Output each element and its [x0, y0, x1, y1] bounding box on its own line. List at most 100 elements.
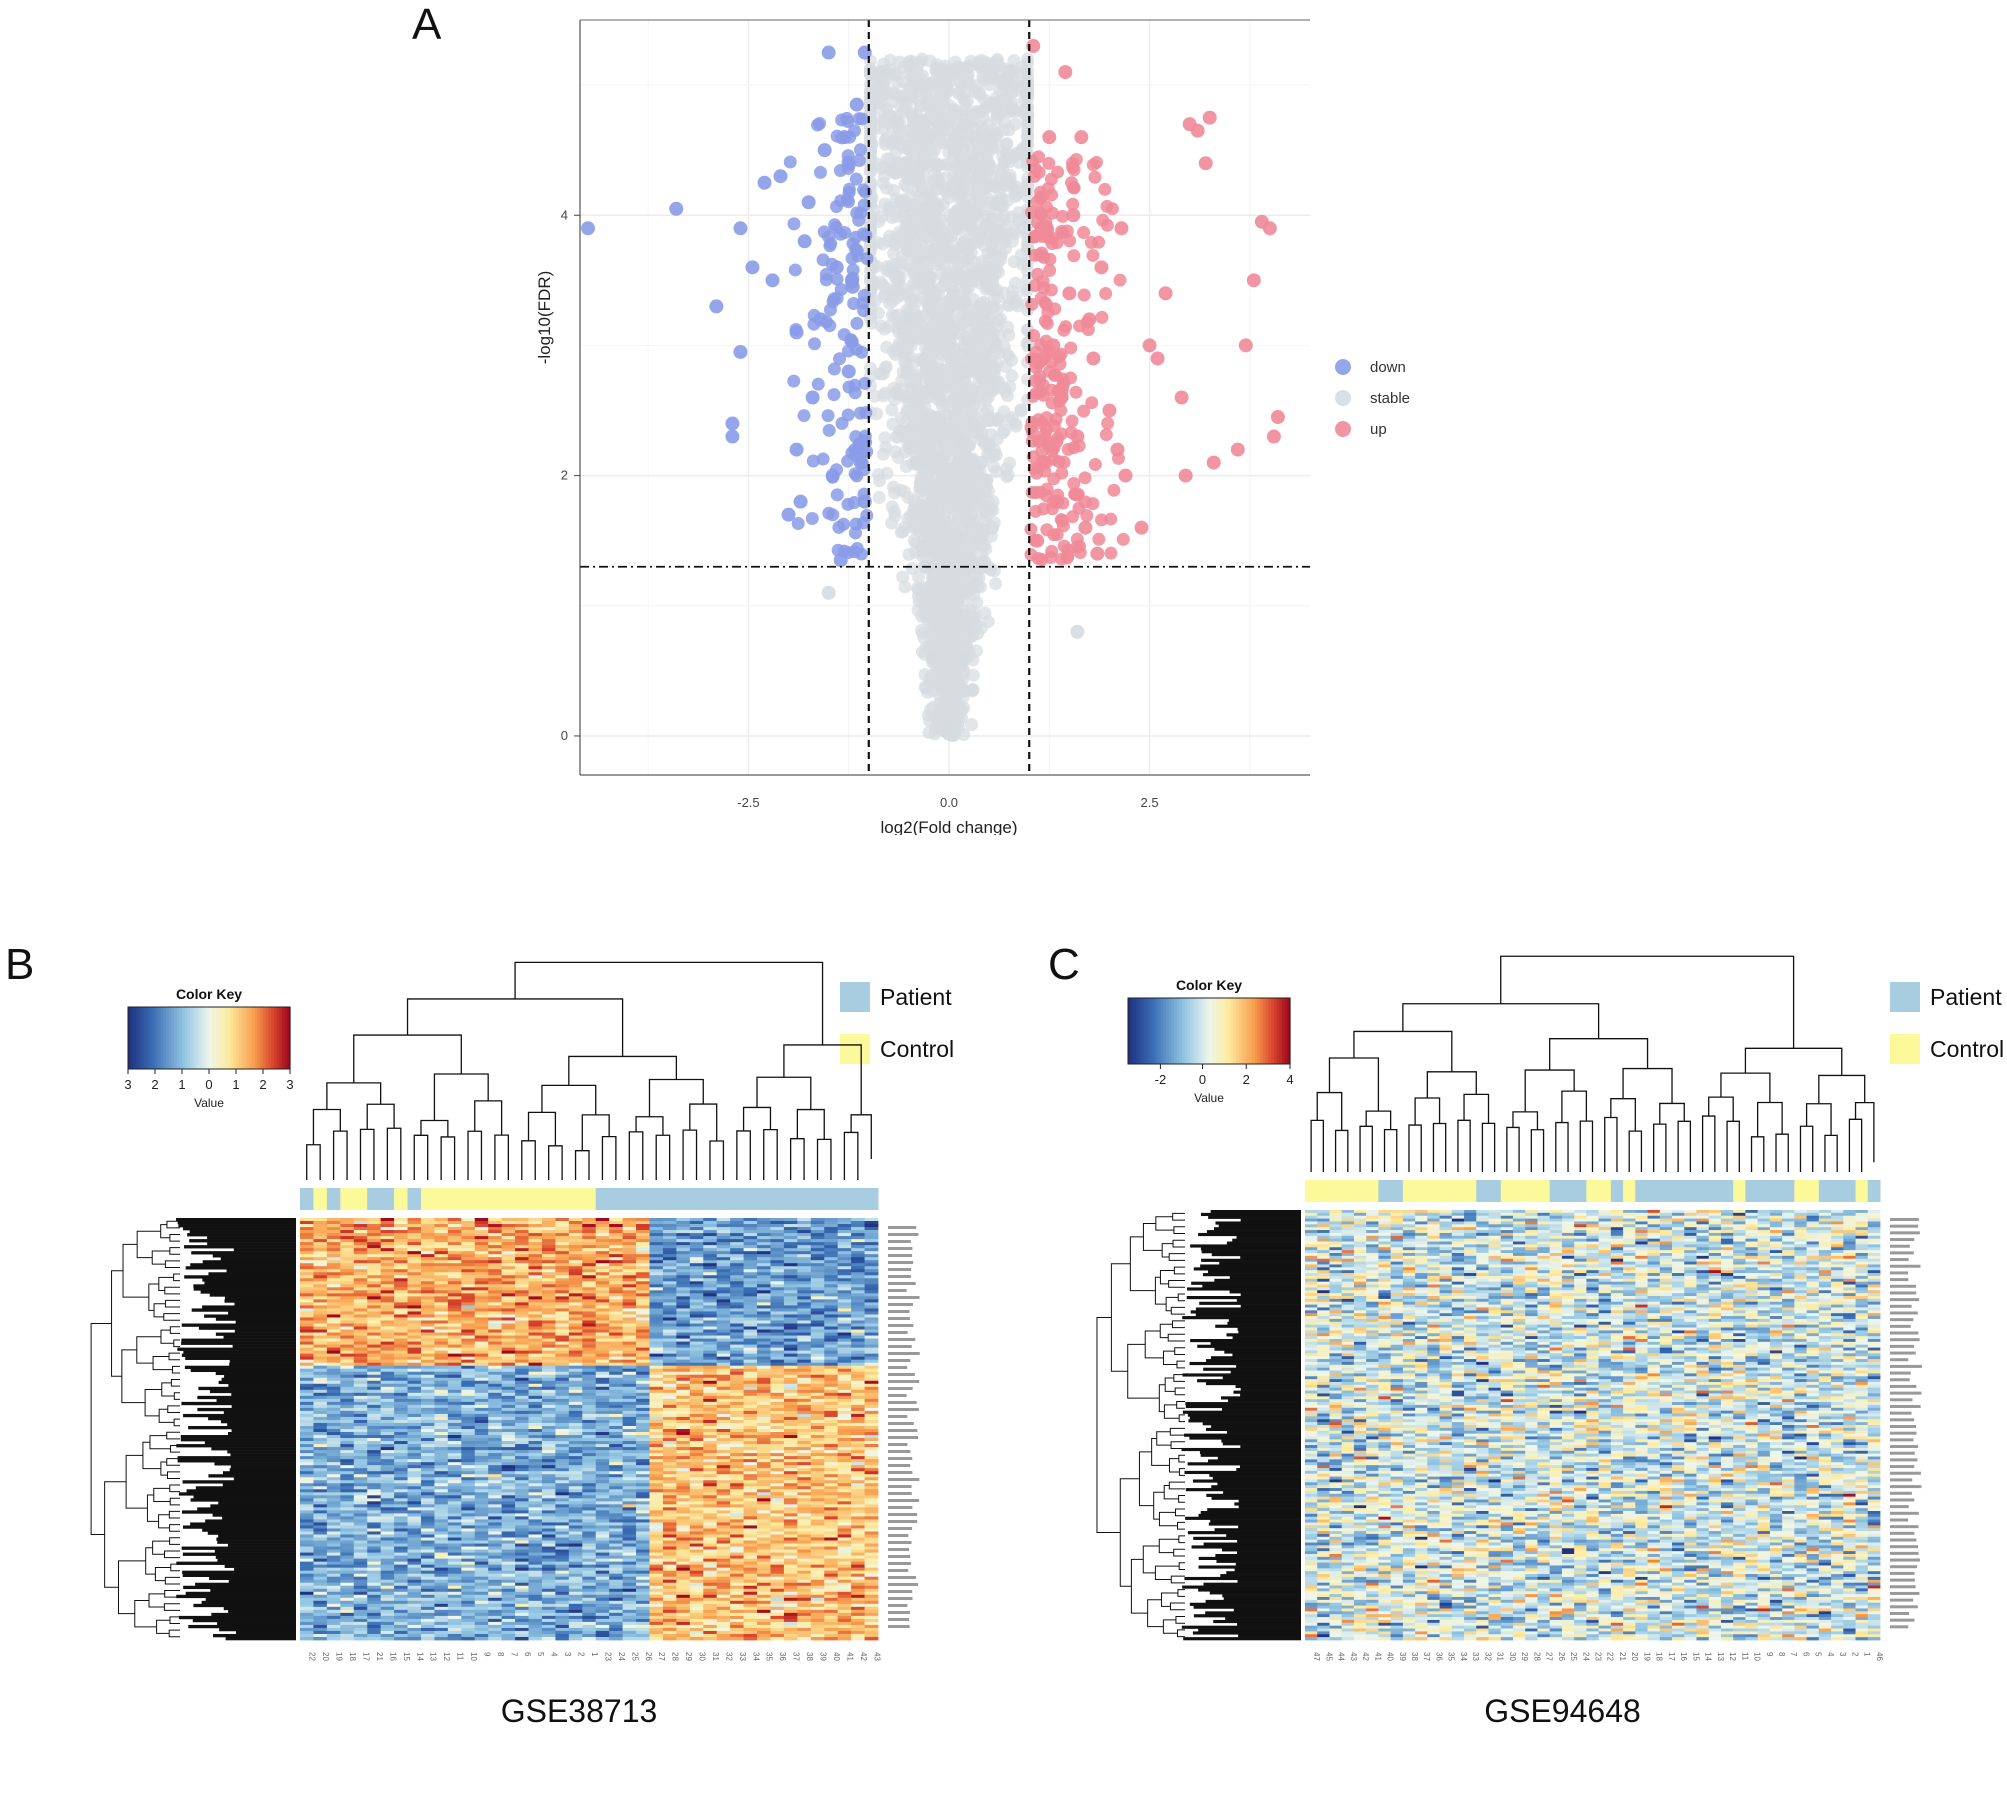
heatmap-cell [300, 1287, 314, 1290]
row-leaf [182, 1354, 296, 1357]
up-point [1046, 338, 1060, 352]
heatmap-cell [408, 1245, 422, 1248]
heatmap-cell [502, 1302, 516, 1305]
heatmap-cell [865, 1260, 879, 1263]
heatmap-cell [838, 1227, 852, 1230]
heatmap-cell [381, 1239, 395, 1242]
heatmap-cell [354, 1311, 368, 1314]
heatmap-cell [717, 1251, 731, 1254]
heatmap-cell [596, 1284, 610, 1287]
heatmap-cell [703, 1263, 717, 1266]
heatmap-cell [421, 1251, 435, 1254]
row-dendrogram-branch [154, 1488, 170, 1501]
row-leaf [211, 1613, 296, 1616]
heatmap-cell [515, 1293, 529, 1296]
heatmap-cell [515, 1239, 529, 1242]
heatmap-cell [609, 1314, 623, 1317]
heatmap-cell [394, 1230, 408, 1233]
stable-point [952, 409, 965, 422]
heatmap-cell [542, 1263, 556, 1266]
heatmap-cell [690, 1266, 704, 1269]
heatmap-cell [797, 1230, 811, 1233]
heatmap-cell [408, 1324, 422, 1327]
heatmap-cell [838, 1251, 852, 1254]
heatmap-cell [529, 1257, 543, 1260]
heatmap-cell [529, 1242, 543, 1245]
row-leaf [227, 1450, 296, 1453]
heatmap-cell [340, 1272, 354, 1275]
heatmap-cell [367, 1260, 381, 1263]
heatmap-cell [529, 1233, 543, 1236]
heatmap-cell [367, 1324, 381, 1327]
heatmap-cell [649, 1281, 663, 1284]
legend-label-down: down [1370, 359, 1406, 376]
heatmap-cell [703, 1227, 717, 1230]
heatmap-cell [408, 1269, 422, 1272]
heatmap-cell [340, 1311, 354, 1314]
heatmap-cell [340, 1251, 354, 1254]
heatmap-cell [542, 1227, 556, 1230]
heatmap-cell [529, 1317, 543, 1320]
heatmap-cell [609, 1254, 623, 1257]
heatmap-cell [582, 1251, 596, 1254]
heatmap-cell [851, 1278, 865, 1281]
heatmap-cell [340, 1248, 354, 1251]
heatmap-cell [636, 1314, 650, 1317]
heatmap-cell [434, 1281, 448, 1284]
heatmap-cell [461, 1320, 475, 1323]
stable-point [920, 230, 933, 243]
stable-point [883, 204, 896, 217]
heatmap-cell [502, 1257, 516, 1260]
heatmap-cell [824, 1287, 838, 1290]
heatmap-cell [448, 1317, 462, 1320]
heatmap-cell [717, 1230, 731, 1233]
heatmap-cell [757, 1290, 771, 1293]
heatmap-cell [784, 1227, 798, 1230]
up-point [1029, 279, 1042, 292]
down-point [846, 280, 860, 294]
stable-point [937, 610, 950, 623]
stable-point [1002, 469, 1015, 482]
row-dendrogram-branch [174, 1274, 180, 1281]
heatmap-cell [448, 1324, 462, 1327]
heatmap-cell [824, 1281, 838, 1284]
heatmap-cell [703, 1254, 717, 1257]
heatmap-cell [394, 1260, 408, 1263]
stable-point [864, 65, 877, 78]
heatmap-cell [663, 1308, 677, 1311]
heatmap-cell [649, 1260, 663, 1263]
heatmap-cell [408, 1218, 422, 1221]
heatmap-cell [569, 1245, 583, 1248]
heatmap-cell [649, 1266, 663, 1269]
heatmap-cell [475, 1224, 489, 1227]
heatmap-cell [703, 1308, 717, 1311]
heatmap-cell [488, 1281, 502, 1284]
up-point [1199, 156, 1213, 170]
heatmap-cell [717, 1314, 731, 1317]
dendrogram-branch [569, 1056, 677, 1085]
heatmap-cell [381, 1251, 395, 1254]
heatmap-cell [609, 1218, 623, 1221]
stable-point [914, 187, 927, 200]
heatmap-cell [461, 1230, 475, 1233]
heatmap-cell [851, 1272, 865, 1275]
heatmap-cell [394, 1248, 408, 1251]
heatmap-cell [327, 1314, 341, 1317]
stable-point [864, 164, 877, 177]
heatmap-cell [488, 1311, 502, 1314]
heatmap-cell [582, 1260, 596, 1263]
row-dendrogram-branch [153, 1541, 170, 1554]
heatmap-cell [582, 1299, 596, 1302]
stable-point [964, 220, 977, 233]
row-dendrogram-branch [150, 1436, 171, 1449]
stable-point [938, 86, 951, 99]
heatmap-cell [757, 1221, 771, 1224]
heatmap-cell [690, 1311, 704, 1314]
heatmap-cell [502, 1308, 516, 1311]
heatmap-cell [488, 1224, 502, 1227]
heatmap-cell [529, 1239, 543, 1242]
heatmap-cell [394, 1287, 408, 1290]
heatmap-cell [529, 1263, 543, 1266]
heatmap-cell [394, 1305, 408, 1308]
heatmap-cell [555, 1251, 569, 1254]
